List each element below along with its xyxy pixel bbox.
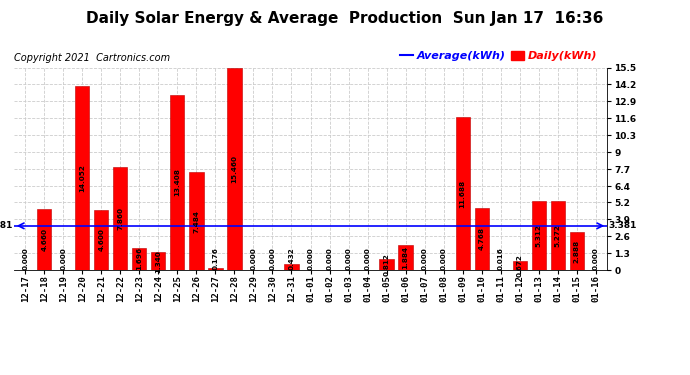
Bar (570, 232, 584, 270)
Bar (75, 86, 90, 270)
Text: 0.000: 0.000 (250, 247, 257, 270)
Text: 5.312: 5.312 (535, 224, 542, 247)
Text: 3.381: 3.381 (0, 221, 13, 230)
Bar (132, 248, 146, 270)
Text: 0.000: 0.000 (346, 247, 351, 270)
Text: 7.860: 7.860 (117, 207, 124, 230)
Bar (113, 167, 128, 270)
Text: 3.381: 3.381 (608, 221, 637, 230)
Text: 0.000: 0.000 (270, 247, 275, 270)
Text: 0.812: 0.812 (384, 253, 390, 276)
Text: 0.000: 0.000 (441, 247, 446, 270)
Bar (455, 117, 470, 270)
Text: 0.000: 0.000 (422, 247, 428, 270)
Text: 2.888: 2.888 (574, 240, 580, 263)
Text: 14.052: 14.052 (79, 164, 86, 192)
Text: 15.460: 15.460 (231, 155, 237, 183)
Text: 4.660: 4.660 (41, 228, 47, 251)
Bar (208, 268, 223, 270)
Bar (380, 260, 394, 270)
Bar (227, 68, 242, 270)
Text: 1.340: 1.340 (155, 250, 161, 273)
Text: 1.696: 1.696 (137, 248, 142, 270)
Bar (398, 245, 413, 270)
Text: 0.000: 0.000 (308, 247, 313, 270)
Legend: Average(kWh), Daily(kWh): Average(kWh), Daily(kWh) (395, 47, 602, 66)
Bar (513, 261, 527, 270)
Text: Copyright 2021  Cartronics.com: Copyright 2021 Cartronics.com (14, 53, 170, 63)
Bar (37, 209, 51, 270)
Text: 0.432: 0.432 (288, 247, 295, 270)
Text: 7.484: 7.484 (193, 210, 199, 232)
Text: 0.000: 0.000 (60, 247, 66, 270)
Text: 0.176: 0.176 (213, 247, 219, 270)
Text: 0.000: 0.000 (593, 247, 599, 270)
Text: 0.016: 0.016 (497, 247, 504, 270)
Bar (531, 201, 546, 270)
Bar (189, 172, 204, 270)
Text: 0.672: 0.672 (517, 254, 523, 277)
Text: 0.000: 0.000 (326, 247, 333, 270)
Bar (284, 264, 299, 270)
Text: 4.600: 4.600 (98, 228, 104, 251)
Text: Daily Solar Energy & Average  Production  Sun Jan 17  16:36: Daily Solar Energy & Average Production … (86, 11, 604, 26)
Bar (551, 201, 565, 270)
Text: 11.688: 11.688 (460, 180, 466, 208)
Bar (151, 252, 166, 270)
Bar (170, 95, 184, 270)
Text: 0.000: 0.000 (364, 247, 371, 270)
Text: 4.768: 4.768 (479, 227, 484, 251)
Text: 0.000: 0.000 (22, 247, 28, 270)
Text: 13.408: 13.408 (175, 168, 180, 196)
Text: 5.272: 5.272 (555, 224, 561, 247)
Text: 1.884: 1.884 (402, 246, 408, 269)
Bar (94, 210, 108, 270)
Bar (475, 208, 489, 270)
